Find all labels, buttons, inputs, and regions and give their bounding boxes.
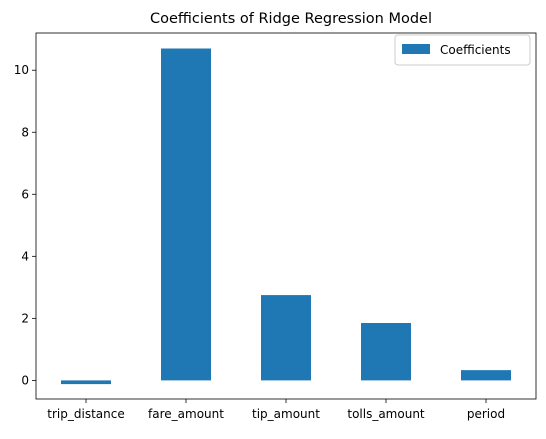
plot-area: 0 2 4 6 8 10 trip_distance fare_amount tip_amoun… [14, 32, 537, 421]
y-tick-label: 2 [21, 311, 29, 325]
y-tick-label: 6 [21, 187, 29, 201]
y-tick-label: 4 [21, 249, 29, 263]
chart-title: Coefficients of Ridge Regression Model [150, 11, 432, 27]
bar-period [461, 370, 511, 381]
y-tick-label: 10 [14, 63, 29, 77]
y-tick-label: 0 [21, 373, 29, 387]
y-tick-label: 8 [21, 125, 29, 139]
x-tick-label: period [467, 407, 505, 421]
bar-tip_amount [261, 295, 311, 381]
bar-fare_amount [161, 48, 211, 381]
bar-tolls_amount [361, 323, 411, 381]
legend-swatch [402, 44, 430, 54]
x-tick-label: trip_distance [47, 407, 124, 421]
x-tick-label: tolls_amount [347, 407, 425, 421]
legend-label: Coefficients [440, 43, 511, 57]
x-tick-label: tip_amount [252, 407, 320, 421]
x-tick-label: fare_amount [148, 407, 224, 421]
bar-trip_distance [61, 380, 111, 385]
legend-frame [394, 34, 531, 66]
legend: Coefficients [394, 34, 531, 66]
